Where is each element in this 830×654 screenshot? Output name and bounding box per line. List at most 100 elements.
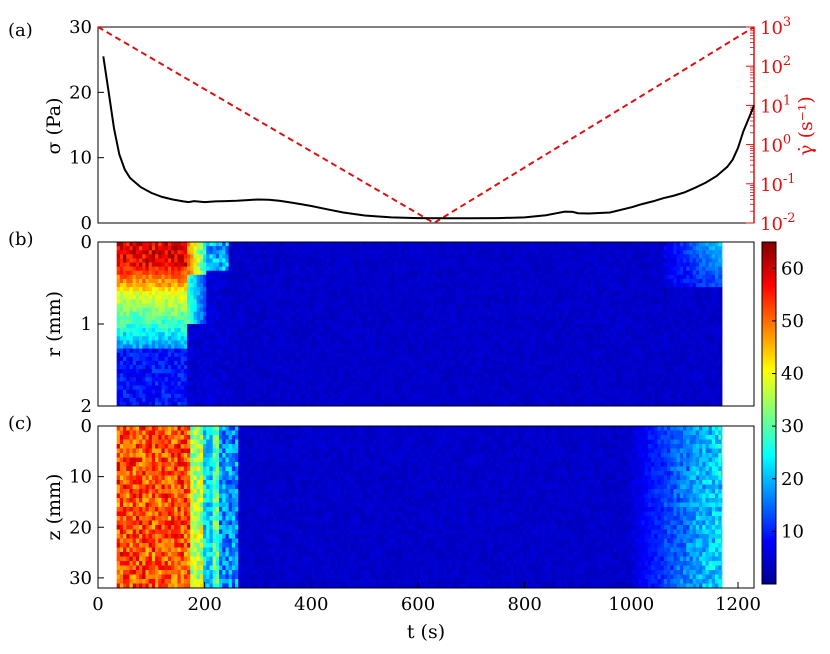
heatmap-cell (350, 352, 354, 358)
heatmap-cell (193, 340, 198, 345)
heatmap-cell (315, 360, 319, 366)
heatmap-cell (283, 393, 287, 399)
heatmap-cell (388, 324, 393, 329)
heatmap-cell (366, 307, 370, 313)
heatmap-cell (337, 348, 342, 354)
heatmap-cell (279, 352, 284, 358)
heatmap-cell (465, 242, 470, 247)
heatmap-cell (465, 340, 470, 345)
heatmap-cell (145, 356, 150, 362)
heatmap-cell (135, 311, 140, 317)
heatmap-cell (180, 365, 185, 370)
heatmap-cell (305, 373, 310, 378)
heatmap-cell (190, 352, 194, 358)
heatmap-cell (366, 274, 370, 280)
heatmap-cell (343, 299, 348, 304)
heatmap-cell (299, 344, 303, 349)
heatmap-cell (151, 315, 156, 321)
heatmap-cell (350, 270, 354, 276)
heatmap-cell (420, 242, 425, 247)
heatmap-cell (427, 332, 431, 337)
heatmap-cell (497, 254, 502, 259)
heatmap-cell (219, 262, 223, 267)
heatmap-cell (436, 324, 441, 329)
heatmap-cell (372, 352, 377, 358)
heatmap-cell (420, 270, 425, 276)
heatmap-cell (427, 393, 431, 399)
heatmap-cell (292, 307, 297, 313)
heatmap-cell (340, 254, 345, 259)
heatmap-cell (119, 287, 124, 292)
heatmap-cell (123, 397, 127, 403)
heatmap-cell (193, 324, 198, 329)
heatmap-cell (455, 315, 460, 321)
heatmap-cell (475, 360, 479, 366)
heatmap-cell (475, 315, 479, 321)
heatmap-cell (452, 246, 457, 251)
heatmap-cell (395, 262, 399, 267)
heatmap-cell (267, 365, 271, 370)
heatmap-cell (401, 242, 406, 247)
heatmap-cell (129, 340, 134, 345)
heatmap-cell (305, 254, 310, 259)
heatmap-cell (375, 397, 380, 403)
heatmap-cell (337, 352, 342, 358)
heatmap-cell (449, 332, 454, 337)
heatmap-cell (395, 291, 399, 296)
heatmap-cell (225, 377, 230, 382)
heatmap-cell (327, 291, 332, 296)
heatmap-cell (206, 348, 210, 354)
heatmap-cell (327, 377, 332, 382)
heatmap-cell (407, 385, 412, 390)
heatmap-cell (267, 315, 271, 321)
heatmap-cell (171, 266, 175, 272)
heatmap-cell (324, 344, 329, 349)
heatmap-cell (340, 303, 345, 308)
heatmap-cell (228, 262, 233, 267)
heatmap-cell (148, 381, 153, 386)
heatmap-cell (231, 365, 236, 370)
heatmap-cell (347, 278, 351, 284)
heatmap-cell (484, 340, 489, 345)
heatmap-cell (270, 369, 274, 374)
heatmap-cell (468, 250, 473, 255)
heatmap-cell (359, 397, 364, 403)
heatmap-cell (283, 360, 287, 366)
heatmap-cell (478, 389, 482, 395)
heatmap-cell (369, 332, 374, 337)
heatmap-cell (260, 389, 265, 395)
heatmap-cell (481, 332, 486, 337)
heatmap-cell (119, 242, 124, 247)
heatmap-cell (401, 274, 406, 280)
heatmap-cell (359, 307, 364, 313)
heatmap-cell (379, 381, 383, 386)
heatmap-cell (270, 303, 274, 308)
heatmap-cell (385, 344, 390, 349)
heatmap-cell (414, 324, 418, 329)
heatmap-cell (459, 246, 463, 251)
heatmap-cell (375, 328, 380, 333)
heatmap-cell (411, 254, 415, 259)
heatmap-cell (411, 377, 415, 382)
heatmap-cell (183, 365, 188, 370)
heatmap-cell (420, 315, 425, 321)
heatmap-cell (116, 287, 121, 292)
heatmap-cell (353, 356, 358, 362)
heatmap-cell (475, 258, 479, 263)
heatmap-cell (404, 311, 409, 317)
heatmap-cell (414, 401, 418, 407)
heatmap-cell (347, 356, 351, 362)
heatmap-cell (395, 328, 399, 333)
heatmap-cell (209, 319, 214, 325)
heatmap-cell (375, 332, 380, 337)
heatmap-cell (286, 311, 290, 317)
heatmap-cell (215, 291, 220, 296)
heatmap-cell (123, 246, 127, 251)
heatmap-cell (468, 340, 473, 345)
heatmap-cell (254, 242, 258, 247)
heatmap-cell (462, 352, 466, 358)
heatmap-cell (164, 332, 169, 337)
heatmap-cell (292, 385, 297, 390)
heatmap-cell (439, 377, 444, 382)
heatmap-cell (331, 324, 335, 329)
